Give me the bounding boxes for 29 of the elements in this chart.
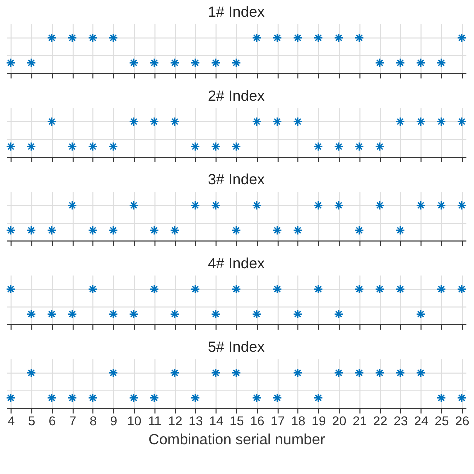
x-tick-label: 12 [168,414,183,429]
x-tick-label: 15 [230,414,244,429]
chart-title: 4# Index [208,256,266,272]
x-tick-label: 19 [312,414,326,429]
x-tick-label: 25 [434,414,450,429]
chart-title: 3# Index [208,172,266,189]
x-axis-title: Combination serial number [148,432,326,448]
chart-title: 2# Index [208,88,266,105]
x-tick-label: 5 [28,414,36,429]
x-tick-label: 7 [69,414,77,429]
x-tick-label: 20 [332,414,347,429]
x-tick-label: 9 [110,414,118,429]
x-tick-label: 17 [270,414,286,429]
chart-title: 1# Index [208,5,266,22]
x-tick-label: 23 [394,414,408,429]
x-tick-label: 24 [414,414,429,429]
x-tick-label: 10 [127,414,142,429]
x-tick-label: 6 [48,414,56,429]
x-tick-label: 8 [90,414,98,429]
x-tick-label: 22 [373,414,388,429]
x-tick-label: 11 [148,414,162,429]
x-tick-label: 18 [291,414,306,429]
x-tick-label: 26 [455,414,470,429]
x-tick-label: 16 [250,414,265,429]
x-tick-label: 14 [209,414,224,429]
x-tick-label: 4 [8,414,16,429]
chart-title: 5# Index [208,340,266,356]
x-tick-label: 21 [352,414,368,429]
x-tick-label: 13 [188,414,204,429]
